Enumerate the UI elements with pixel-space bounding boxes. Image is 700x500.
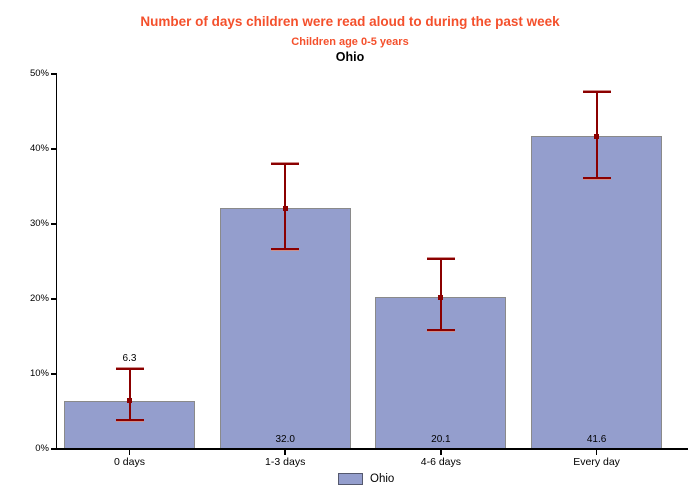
x-tick-mark <box>284 449 286 455</box>
error-bar-cap-top <box>582 90 611 93</box>
x-tick-mark <box>440 449 442 455</box>
y-tick-label: 0% <box>35 443 49 454</box>
error-bar-cap-bottom-soft <box>271 250 300 252</box>
error-bar-cap-bottom-soft <box>582 179 611 180</box>
bar-value-label: 6.3 <box>122 353 137 365</box>
y-tick-label: 50% <box>29 68 49 79</box>
x-category-label: 1-3 days <box>265 456 306 468</box>
bar-every-day <box>531 136 663 448</box>
x-tick-mark <box>128 449 131 455</box>
chart-region-title: Ohio <box>335 50 365 64</box>
legend: Ohio <box>338 473 394 485</box>
error-bar-marker <box>438 294 444 300</box>
x-category-label: 0 days <box>114 456 145 468</box>
y-tick-mark <box>50 223 56 225</box>
error-bar-cap-top-soft <box>582 89 611 91</box>
bar-value-label: 41.6 <box>586 434 607 445</box>
error-bar-cap-bottom <box>271 248 300 251</box>
bar-value-label: 32.0 <box>275 434 295 445</box>
error-bar-line <box>128 369 131 421</box>
legend-label-ohio: Ohio <box>370 473 395 485</box>
error-bar-line <box>439 259 442 330</box>
y-tick-mark <box>50 373 56 375</box>
chart-title: Number of days children were read aloud … <box>140 14 560 29</box>
error-bar-cap-bottom <box>115 419 144 422</box>
y-tick-mark <box>50 298 56 300</box>
bar-value-label: 20.1 <box>431 434 451 445</box>
y-tick-label: 10% <box>29 368 49 379</box>
y-tick-label: 30% <box>29 218 49 229</box>
error-bar-cap-bottom <box>582 177 611 179</box>
y-tick-mark <box>50 148 56 150</box>
error-bar-cap-top <box>271 162 300 165</box>
error-bar-marker <box>282 205 288 211</box>
y-tick-mark <box>50 448 56 450</box>
error-bar-cap-top-soft <box>271 161 300 163</box>
x-category-label: Every day <box>573 456 620 468</box>
error-bar-cap-top-soft <box>115 367 144 369</box>
y-axis-line <box>55 73 57 448</box>
error-bar-cap-bottom-soft <box>115 421 144 423</box>
x-axis-line <box>55 448 688 450</box>
error-bar-marker <box>127 398 132 404</box>
error-bar-cap-top-soft <box>426 257 455 258</box>
error-bar-cap-bottom <box>426 328 455 331</box>
error-bar-cap-bottom-soft <box>426 330 455 332</box>
error-bar-cap-top <box>426 258 455 260</box>
y-tick-mark <box>50 73 56 75</box>
legend-swatch-ohio <box>338 473 363 485</box>
chart-subtitle: Children age 0-5 years <box>291 36 409 48</box>
y-tick-label: 40% <box>29 143 49 154</box>
x-tick-mark <box>595 449 598 455</box>
x-category-label: 4-6 days <box>420 456 462 468</box>
error-bar-cap-top <box>115 368 144 371</box>
error-bar-marker <box>594 133 600 139</box>
y-tick-label: 20% <box>29 293 49 304</box>
